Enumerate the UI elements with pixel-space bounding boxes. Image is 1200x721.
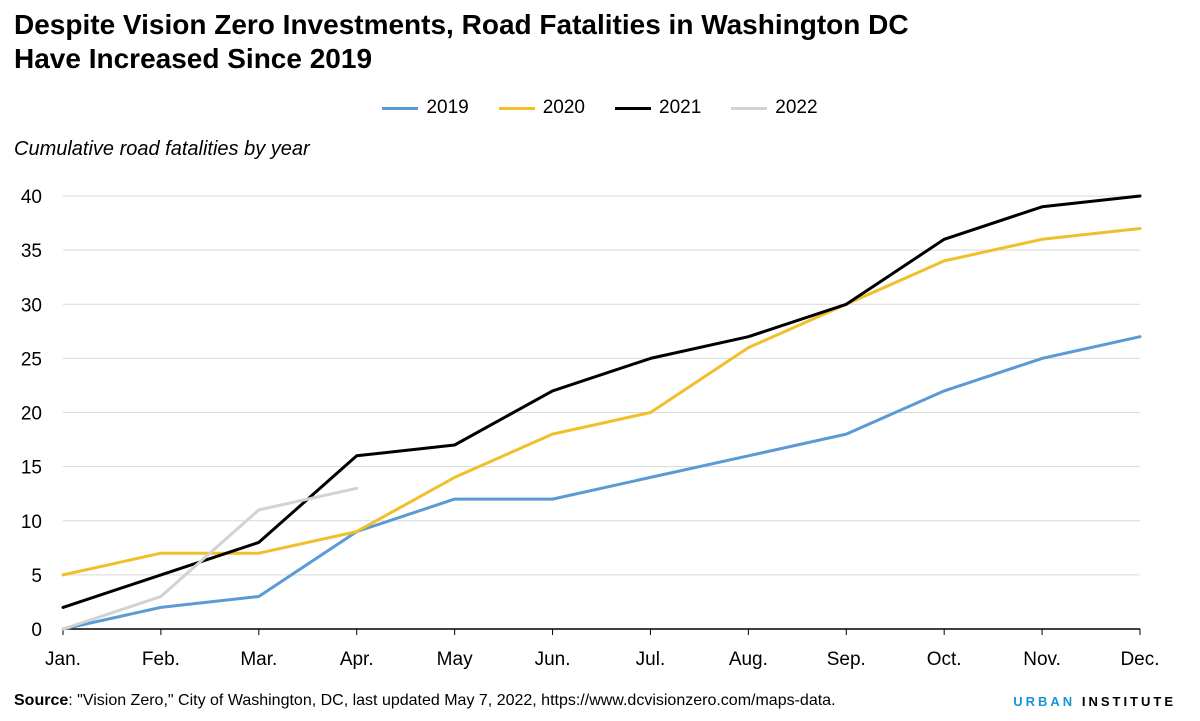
legend-label: 2019 <box>426 97 469 118</box>
legend-label: 2022 <box>775 97 818 118</box>
x-tick-label: Feb. <box>142 649 180 670</box>
x-tick-label: Apr. <box>340 649 374 670</box>
legend-item-2020: 2020 <box>498 95 585 121</box>
x-tick-label: Dec. <box>1120 649 1159 670</box>
x-tick-label: Mar. <box>240 649 277 670</box>
gridlines <box>63 195 1140 630</box>
x-tick-label: Jun. <box>535 649 571 670</box>
source-text: : "Vision Zero," City of Washington, DC,… <box>68 692 836 709</box>
source-note: Source: "Vision Zero," City of Washingto… <box>14 690 836 712</box>
line-chart: 0 5 10 15 20 25 30 35 40 Jan. Feb. Mar. Apr. May Jun.… <box>21 187 1160 670</box>
chart-subtitle: Cumulative road fatalities by year <box>14 138 310 160</box>
x-tick-label: Oct. <box>927 649 962 670</box>
x-axis-ticks: Jan. Feb. Mar. Apr. May Jun. Jul. Aug. Sep. Oct. N… <box>45 629 1160 670</box>
chart-title: Despite Vision Zero Investments, Road Fa… <box>14 8 1174 76</box>
y-tick-label: 20 <box>21 404 42 425</box>
y-tick-label: 30 <box>21 295 42 316</box>
series-line-2022 <box>61 486 359 631</box>
legend-item-2021: 2021 <box>615 95 701 121</box>
source-label: Source <box>14 692 69 709</box>
series-line-2019 <box>61 335 1142 631</box>
legend-item-2022: 2022 <box>731 95 818 121</box>
y-tick-label: 25 <box>21 349 42 370</box>
chart-legend: 2019 2020 2021 2022 <box>0 95 1200 121</box>
urban-institute-logo: URBAN INSTITUTE <box>1013 693 1176 711</box>
y-tick-label: 10 <box>21 512 42 533</box>
x-tick-label: Aug. <box>729 649 768 670</box>
chart-title-line-2: Have Increased Since 2019 <box>14 43 373 74</box>
series-line-2021 <box>61 194 1142 609</box>
series-line-2020 <box>61 227 1142 577</box>
legend-swatch <box>382 106 419 110</box>
series-lines <box>61 194 1142 631</box>
legend-swatch <box>615 106 651 110</box>
legend-swatch <box>498 106 535 110</box>
x-tick-label: Sep. <box>827 649 866 670</box>
legend-item-2019: 2019 <box>382 95 469 121</box>
logo-word-urban: URBAN <box>1013 694 1076 709</box>
legend-label: 2021 <box>659 97 702 118</box>
logo-word-institute: INSTITUTE <box>1081 694 1176 709</box>
x-tick-label: Nov. <box>1023 649 1061 670</box>
legend-label: 2020 <box>542 97 585 118</box>
y-tick-label: 0 <box>31 620 42 641</box>
y-tick-label: 15 <box>21 458 42 479</box>
y-tick-label: 35 <box>21 241 42 262</box>
legend-swatch <box>731 106 768 110</box>
x-tick-label: May <box>437 649 473 670</box>
y-tick-label: 5 <box>31 566 42 587</box>
chart-title-line-1: Despite Vision Zero Investments, Road Fa… <box>14 9 909 40</box>
y-axis-ticks: 0 5 10 15 20 25 30 35 40 <box>21 187 42 641</box>
x-tick-label: Jan. <box>45 649 81 670</box>
y-tick-label: 40 <box>21 187 42 208</box>
x-tick-label: Jul. <box>636 649 666 670</box>
